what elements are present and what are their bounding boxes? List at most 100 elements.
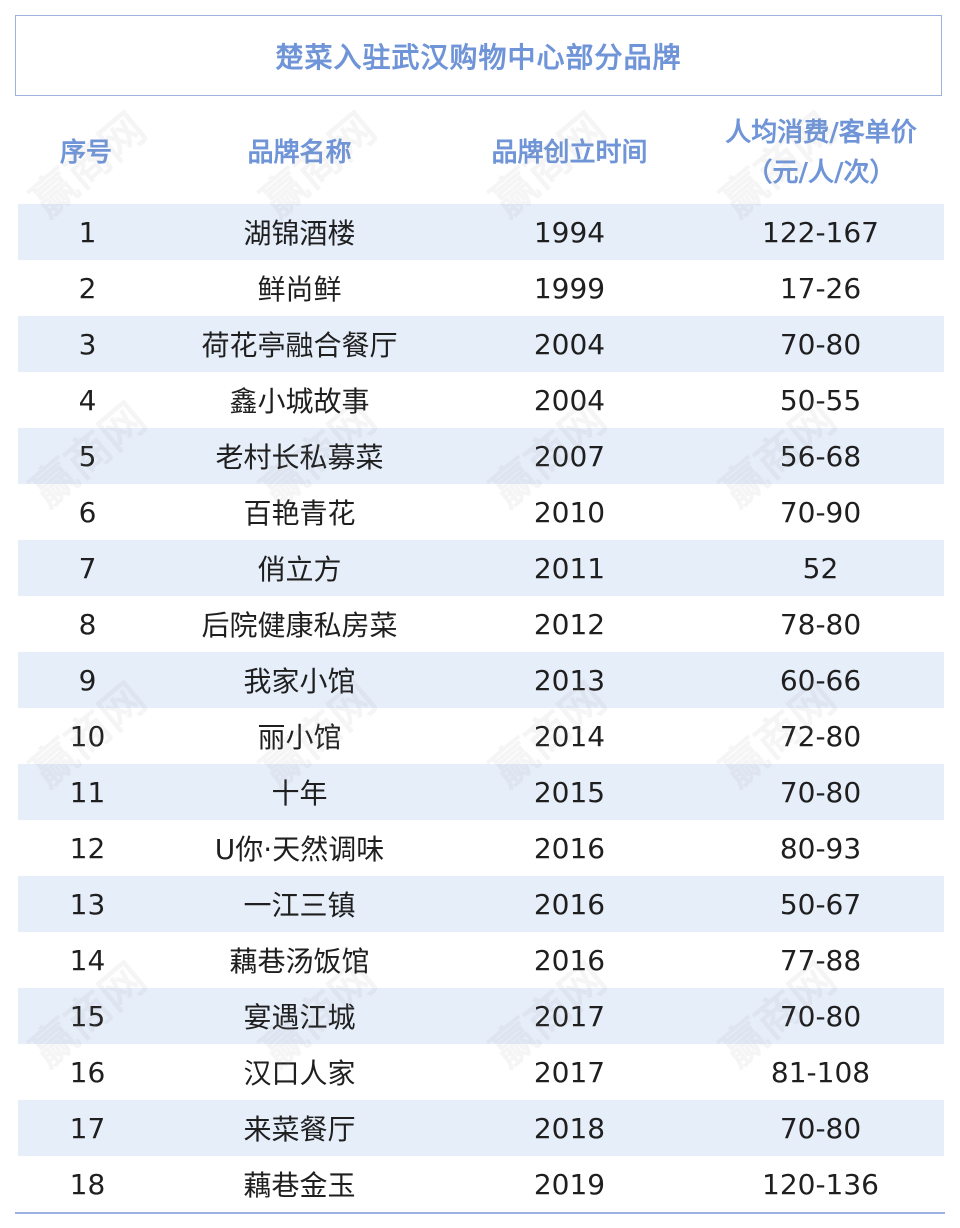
cell-brand-name: 十年: [271, 777, 328, 810]
header-price-line2: （元/人/次）: [746, 158, 896, 188]
cell-brand-name: U你·天然调味: [214, 833, 385, 866]
cell-index: 8: [78, 607, 97, 641]
table-row: 16 汉口人家 2017 81-108: [18, 1044, 944, 1100]
cell-price: 72-80: [779, 719, 862, 753]
cell-index: 10: [69, 719, 106, 753]
cell-index: 17: [69, 1111, 106, 1145]
cell-brand-name: 藕巷金玉: [243, 1169, 356, 1202]
cell-founded: 2019: [533, 1167, 606, 1201]
cell-brand-name: 我家小馆: [243, 665, 356, 698]
cell-price: 80-93: [779, 831, 862, 865]
title-box: 楚菜入驻武汉购物中心部分品牌: [15, 15, 942, 96]
header-brand-name-label: 品牌名称: [247, 138, 352, 168]
cell-index: 12: [69, 831, 106, 865]
cell-index: 3: [78, 327, 97, 361]
cell-index: 7: [78, 551, 97, 585]
cell-index: 2: [78, 271, 97, 305]
cell-index: 18: [69, 1167, 106, 1201]
table-row: 18 藕巷金玉 2019 120-136: [18, 1156, 944, 1212]
header-price: 人均消费/客单价 （元/人/次）: [697, 108, 945, 198]
table-row: 6 百艳青花 2010 70-90: [18, 484, 944, 540]
header-index: 序号: [15, 108, 157, 198]
cell-index: 13: [69, 887, 106, 921]
page-title: 楚菜入驻武汉购物中心部分品牌: [275, 40, 682, 74]
cell-founded: 2011: [533, 551, 606, 585]
cell-founded: 1994: [533, 215, 606, 249]
table-bottom-border: [15, 1212, 945, 1214]
cell-brand-name: 百艳青花: [243, 497, 356, 530]
table-row: 3 荷花亭融合餐厅 2004 70-80: [18, 316, 944, 372]
cell-price: 56-68: [779, 439, 862, 473]
cell-price: 17-26: [779, 271, 862, 305]
table-row: 8 后院健康私房菜 2012 78-80: [18, 596, 944, 652]
cell-index: 9: [78, 663, 97, 697]
table-header: 序号 品牌名称 品牌创立时间 人均消费/客单价 （元/人/次）: [15, 108, 945, 198]
table-row: 2 鲜尚鲜 1999 17-26: [18, 260, 944, 316]
cell-price: 78-80: [779, 607, 862, 641]
cell-price: 70-80: [779, 999, 862, 1033]
cell-price: 122-167: [762, 215, 879, 249]
cell-founded: 1999: [533, 271, 606, 305]
cell-price: 52: [802, 551, 839, 585]
table-row: 12 U你·天然调味 2016 80-93: [18, 820, 944, 876]
cell-price: 50-67: [779, 887, 862, 921]
cell-brand-name: 来菜餐厅: [243, 1113, 356, 1146]
cell-brand-name: 藕巷汤饭馆: [229, 945, 370, 978]
cell-founded: 2016: [533, 831, 606, 865]
cell-index: 4: [78, 383, 97, 417]
cell-founded: 2018: [533, 1111, 606, 1145]
table-row: 7 俏立方 2011 52: [18, 540, 944, 596]
cell-founded: 2013: [533, 663, 606, 697]
cell-brand-name: 荷花亭融合餐厅: [201, 329, 398, 362]
cell-index: 1: [78, 215, 97, 249]
cell-index: 6: [78, 495, 97, 529]
header-founded: 品牌创立时间: [442, 108, 697, 198]
cell-index: 11: [69, 775, 106, 809]
cell-price: 70-90: [779, 495, 862, 529]
cell-founded: 2017: [533, 1055, 606, 1089]
cell-brand-name: 俏立方: [257, 553, 342, 586]
table-row: 17 来菜餐厅 2018 70-80: [18, 1100, 944, 1156]
cell-founded: 2004: [533, 383, 606, 417]
table-body: 1 湖锦酒楼 1994 122-167 2 鲜尚鲜 1999 17-26 3 荷花亭融合餐厅 200…: [18, 204, 944, 1212]
cell-price: 70-80: [779, 327, 862, 361]
cell-index: 5: [78, 439, 97, 473]
cell-brand-name: 丽小馆: [257, 721, 342, 754]
cell-price: 70-80: [779, 1111, 862, 1145]
cell-founded: 2007: [533, 439, 606, 473]
cell-price: 50-55: [779, 383, 862, 417]
cell-founded: 2014: [533, 719, 606, 753]
cell-price: 60-66: [779, 663, 862, 697]
cell-founded: 2016: [533, 943, 606, 977]
cell-index: 15: [69, 999, 106, 1033]
table-row: 10 丽小馆 2014 72-80: [18, 708, 944, 764]
cell-brand-name: 老村长私募菜: [215, 441, 384, 474]
cell-price: 77-88: [779, 943, 862, 977]
cell-founded: 2012: [533, 607, 606, 641]
cell-price: 81-108: [770, 1055, 871, 1089]
table-row: 9 我家小馆 2013 60-66: [18, 652, 944, 708]
table-row: 14 藕巷汤饭馆 2016 77-88: [18, 932, 944, 988]
cell-brand-name: 汉口人家: [243, 1057, 356, 1090]
cell-founded: 2016: [533, 887, 606, 921]
cell-founded: 2017: [533, 999, 606, 1033]
table-row: 11 十年 2015 70-80: [18, 764, 944, 820]
table-row: 15 宴遇江城 2017 70-80: [18, 988, 944, 1044]
header-price-line1: 人均消费/客单价: [725, 118, 917, 148]
cell-brand-name: 宴遇江城: [243, 1001, 356, 1034]
cell-price: 70-80: [779, 775, 862, 809]
cell-founded: 2015: [533, 775, 606, 809]
table-row: 5 老村长私募菜 2007 56-68: [18, 428, 944, 484]
cell-index: 14: [69, 943, 106, 977]
header-index-label: 序号: [59, 138, 112, 168]
header-brand-name: 品牌名称: [157, 108, 442, 198]
cell-brand-name: 后院健康私房菜: [201, 609, 398, 642]
cell-index: 16: [69, 1055, 106, 1089]
cell-founded: 2010: [533, 495, 606, 529]
table-row: 13 一江三镇 2016 50-67: [18, 876, 944, 932]
cell-brand-name: 鑫小城故事: [229, 385, 370, 418]
table-row: 1 湖锦酒楼 1994 122-167: [18, 204, 944, 260]
cell-brand-name: 湖锦酒楼: [243, 217, 356, 250]
header-founded-label: 品牌创立时间: [491, 138, 648, 168]
cell-brand-name: 一江三镇: [243, 889, 356, 922]
